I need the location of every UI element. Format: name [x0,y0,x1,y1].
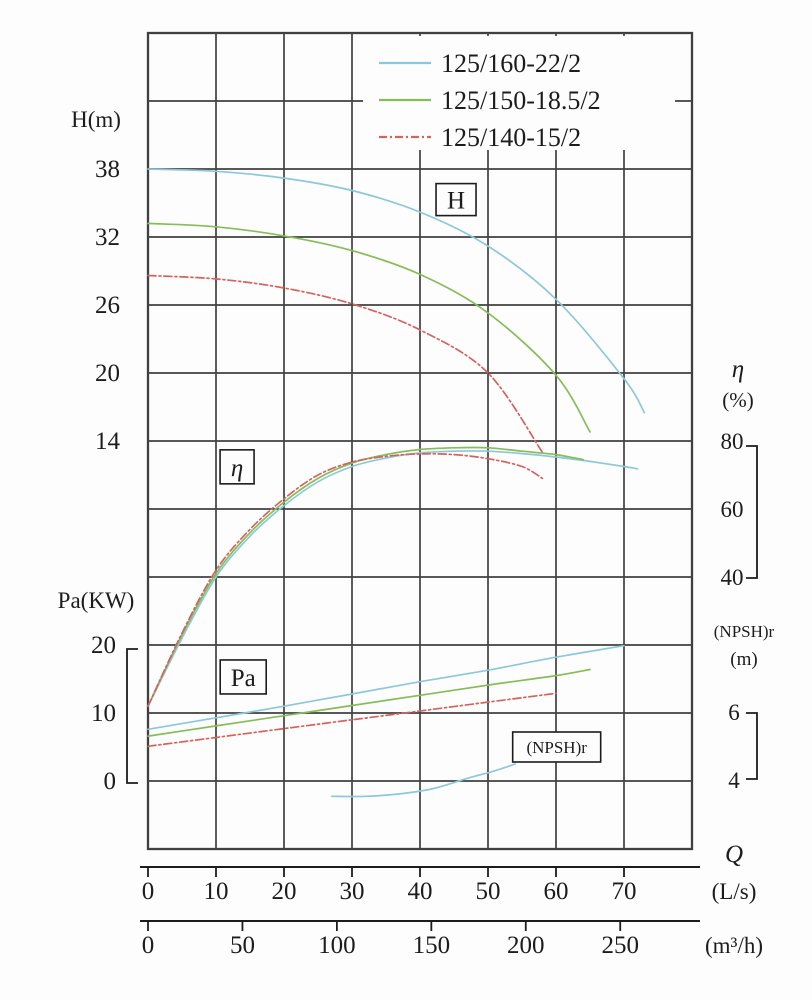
eta-axis-title: η [732,356,744,383]
eta-axis-bracket [746,445,758,579]
pa-tick-10: 10 [91,700,116,727]
eta-tick-80: 80 [721,429,744,454]
legend-label-0: 125/160-22/2 [441,49,581,78]
h-tick-14: 14 [95,428,121,455]
q-ls-tick-40: 40 [408,878,433,905]
curve-pa-125-160-22-2 [147,644,625,731]
annotation-label-1: η [231,455,243,482]
legend-panel [363,36,675,150]
h-axis-title: H(m) [71,107,121,132]
axis-labels: H(m)3832262014Pa(KW)20100η(%)806040(NPSH… [58,107,775,795]
npsh-tick-4: 4 [728,768,740,793]
q-ls-tick-60: 60 [544,878,569,905]
legend: 125/160-22/2 125/150-18.5/2 125/140-15/2 [363,36,675,152]
q-ls-tick-30: 30 [340,878,365,905]
q-ls-tick-0: 0 [142,878,155,905]
eta-axis-unit: (%) [722,388,753,412]
pa-axis-title: Pa(KW) [58,588,135,613]
curve-h-125-140-15-2 [147,274,544,454]
legend-label-2: 125/140-15/2 [441,123,581,152]
q-ls-tick-20: 20 [272,878,297,905]
pa-tick-0: 0 [104,768,117,795]
annotation-box-1 [219,449,255,485]
annotation-box-2 [219,659,267,695]
curves [147,168,646,798]
x-axes: 0 10 20 30 40 50 60 70 Q (L/s) 0 50 100 150 200 250 (m³/… [140,841,763,959]
q-m3h-tick-200: 200 [507,932,545,959]
curve-npsh-125-160-22-2 [330,763,517,798]
npsh-axis-unit: (m) [730,649,757,670]
q-m3h-tick-250: 250 [601,932,639,959]
q-ls-unit: (L/s) [712,879,757,904]
q-m3h-tick-100: 100 [318,932,356,959]
eta-tick-60: 60 [721,497,744,522]
q-m3h-tick-150: 150 [413,932,451,959]
q-axis-title: Q [725,841,743,868]
annotation-box-3 [511,731,602,763]
q-ls-tick-70: 70 [612,878,637,905]
plot-border [146,31,694,851]
q-m3h-tick-0: 0 [142,932,155,959]
q-ls-tick-50: 50 [476,878,501,905]
npsh-tick-6: 6 [728,700,740,725]
curve-pa-125-150-18-5-2 [147,668,591,737]
q-m3h-unit: (m³/h) [705,933,763,958]
h-tick-32: 32 [95,224,120,251]
q-ls-tick-10: 10 [204,878,229,905]
annotation-label-2: Pa [231,665,256,692]
annotation-label-3: (NPSH)r [526,738,587,757]
annotation-box-0 [435,182,477,217]
q-m3h-tick-50: 50 [230,932,255,959]
npsh-axis-title: (NPSH)r [714,622,775,641]
h-tick-26: 26 [95,292,120,319]
annotation-label-0: H [447,188,465,215]
annotations: Hη Pa (NPSH)r [219,182,602,763]
curve-h-125-150-18-5-2 [147,222,591,433]
pa-tick-20: 20 [91,632,116,659]
chart-grid [146,31,694,851]
npsh-axis-bracket [746,712,758,780]
curve-h-125-160-22-2 [147,168,646,414]
curve-eta-125-140-15-2 [147,452,544,708]
pa-axis-bracket [126,648,138,784]
curve-pa-125-140-15-2 [147,692,557,748]
h-tick-38: 38 [95,156,120,183]
h-tick-20: 20 [95,360,120,387]
legend-label-1: 125/150-18.5/2 [441,86,601,115]
eta-tick-40: 40 [721,565,744,590]
